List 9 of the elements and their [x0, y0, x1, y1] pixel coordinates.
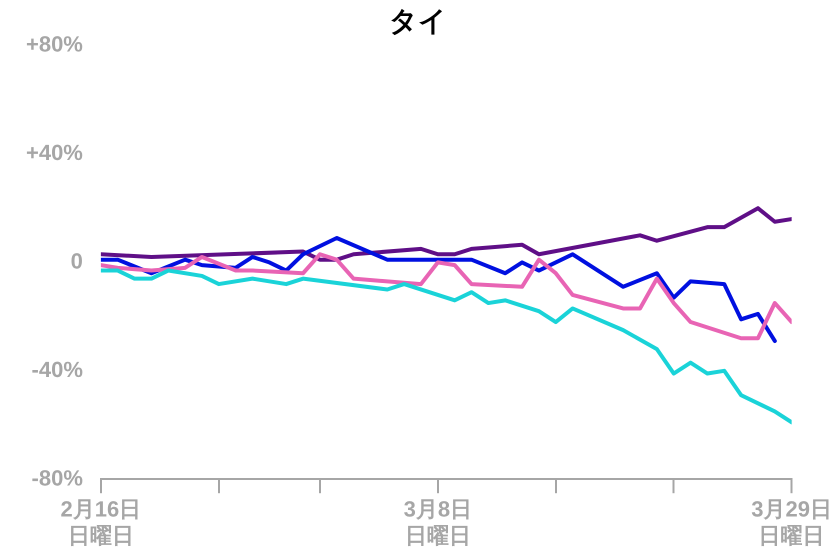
- chart-title: タイ: [389, 6, 447, 37]
- x-tick-label: 3月8日日曜日: [404, 496, 472, 548]
- y-tick-label: -40%: [32, 356, 83, 382]
- y-tick-label: +40%: [26, 140, 83, 166]
- x-tick-label: 2月16日日曜日: [60, 496, 142, 548]
- y-tick-label: -80%: [32, 465, 83, 490]
- x-tick-label: 3月29日日曜日: [751, 496, 832, 548]
- y-tick-label: 0: [70, 248, 83, 274]
- y-tick-label: +80%: [26, 32, 83, 57]
